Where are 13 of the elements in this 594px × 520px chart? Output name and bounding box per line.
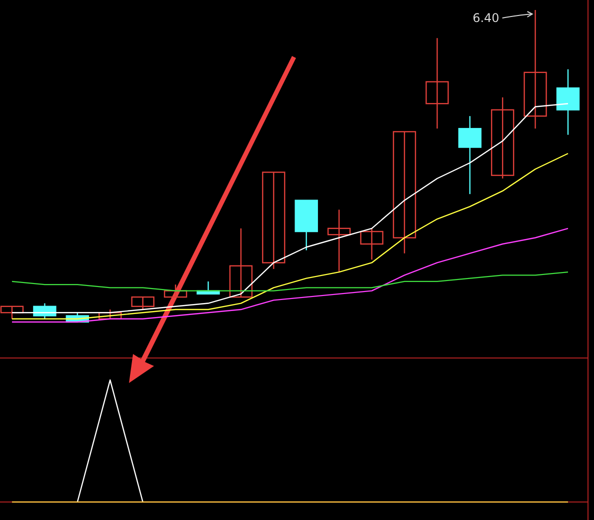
candlestick xyxy=(556,68,580,136)
candlestick xyxy=(262,172,286,270)
candlestick xyxy=(392,131,416,254)
candlestick xyxy=(131,296,154,310)
candlestick xyxy=(426,37,449,130)
candlestick xyxy=(33,302,56,320)
candlestick xyxy=(229,228,253,298)
candlestick xyxy=(490,96,514,180)
annotation: 6.40 xyxy=(472,11,500,25)
candlestick xyxy=(458,115,482,195)
candlestick xyxy=(360,228,384,260)
candlestick xyxy=(524,9,547,130)
candlestick xyxy=(327,209,351,273)
